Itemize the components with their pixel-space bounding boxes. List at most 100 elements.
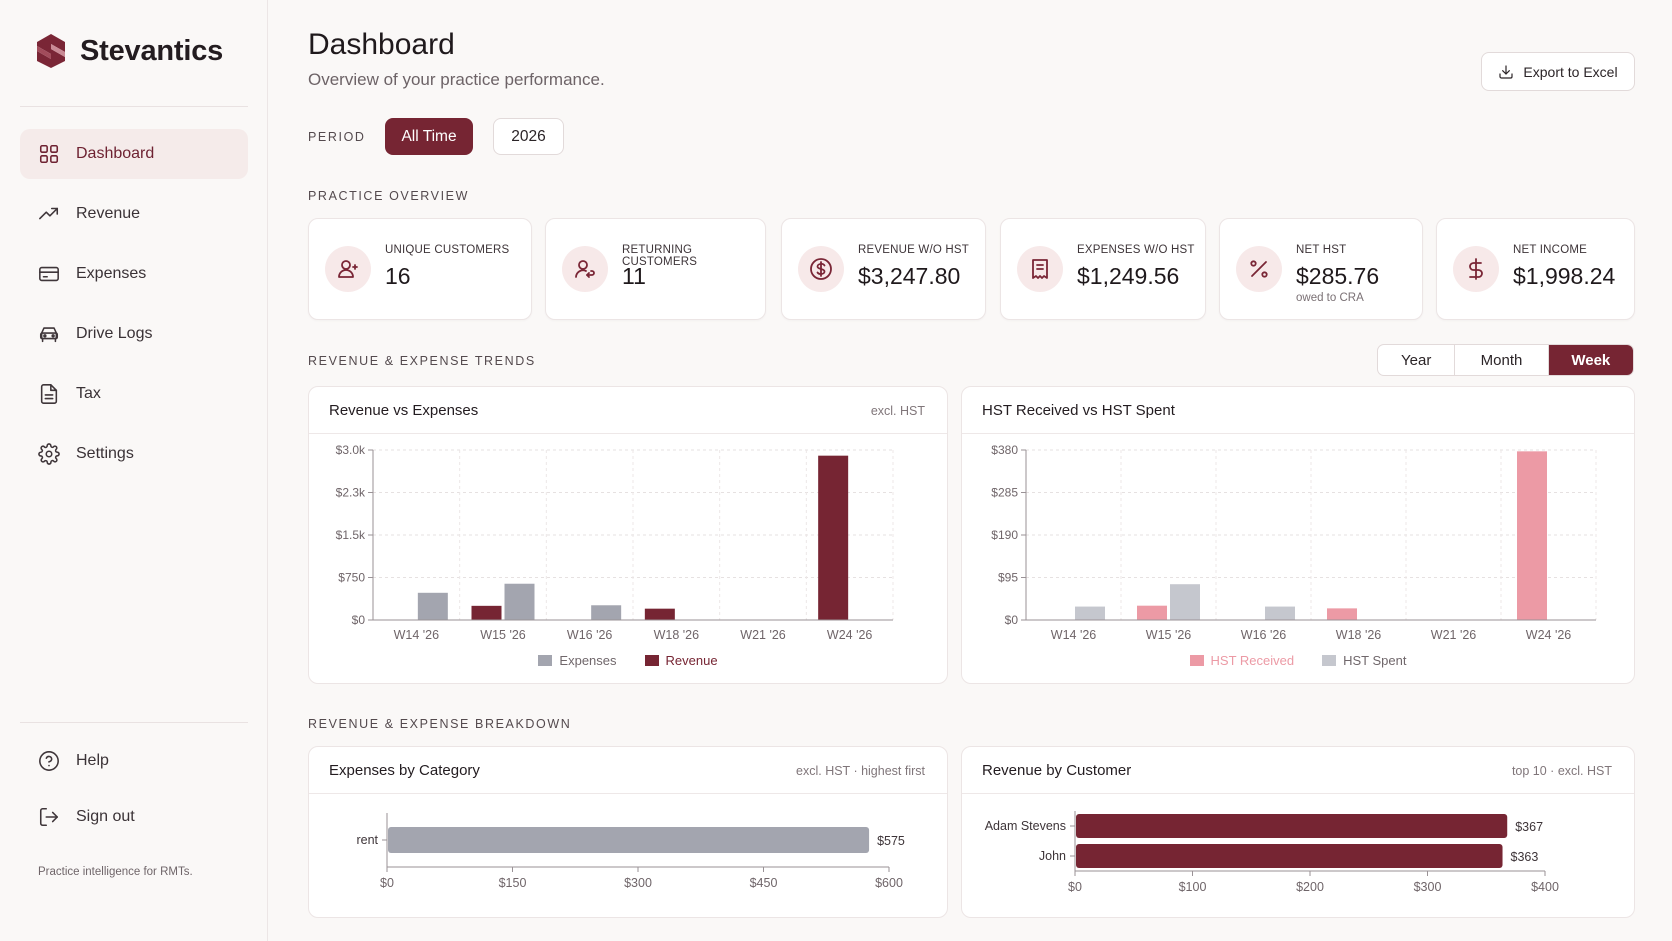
brand-name: Stevantics [80,34,224,67]
section-title-overview: PRACTICE OVERVIEW [308,189,470,203]
bar-expenses [417,592,448,620]
sidebar-item-tax[interactable]: Tax [20,369,248,419]
x-tick-label: $150 [499,876,527,890]
kpi-label: EXPENSES W/O HST [1077,244,1195,256]
revenue-by-customer-chart: $0 $100 $200 $300 $400 Adam Stevens $367 John $3… [985,811,1559,894]
x-tick-label: W18 '26 [654,628,700,642]
bar-revenue [644,608,675,620]
legend-hst-received[interactable]: HST Received [1189,653,1294,668]
x-tick-label: W21 '26 [1431,628,1477,642]
toggle-month[interactable]: Month [1455,345,1549,375]
kpi-note: owed to CRA [1296,292,1364,304]
sidebar-item-drive-logs[interactable]: Drive Logs [20,309,248,359]
x-tick-label: $200 [1296,880,1324,894]
bar-hst-spent [1170,584,1200,620]
chart-title: HST Received vs HST Spent [982,402,1175,419]
y-tick-label: $1.5k [336,528,366,542]
bar-value-label: $367 [1515,820,1543,834]
y-tick-label: $95 [998,571,1018,585]
card-hst-received-vs-spent: HST Received vs HST Spent $0 $95 $190 $285 $… [961,386,1635,684]
bar-revenue [471,605,502,620]
sidebar-divider [20,722,248,723]
x-tick-label: W15 '26 [480,628,526,642]
card-divider [962,433,1634,434]
kpi-card-returning-customers: RETURNING CUSTOMERS 11 [545,218,766,320]
x-tick-label: $450 [750,876,778,890]
period-2026-button[interactable]: 2026 [493,118,564,155]
period-all-time-button[interactable]: All Time [385,118,473,155]
bar-value-label: $575 [877,834,905,848]
x-tick-label: $300 [624,876,652,890]
sidebar-item-sign-out[interactable]: Sign out [20,794,248,840]
x-tick-label: W24 '26 [827,628,873,642]
sidebar-item-label: Help [76,752,109,769]
y-tick-label: rent [356,833,378,847]
kpi-card-revenue: REVENUE W/O HST $3,247.80 [781,218,986,320]
toggle-year[interactable]: Year [1378,345,1456,375]
x-tick-label: $0 [1068,880,1082,894]
bar-hst-received [1137,605,1167,620]
hst-chart: $0 $95 $190 $285 $380 W14 '26 W15 '26 W16 '26 W1… [991,443,1597,642]
card-revenue-by-customer: Revenue by Customer top 10 · excl. HST $… [961,746,1635,918]
bar-revenue [818,455,849,620]
kpi-label: REVENUE W/O HST [858,244,969,256]
credit-card-icon [39,266,59,282]
sidebar-item-dashboard[interactable]: Dashboard [20,129,248,179]
sidebar-item-label: Drive Logs [76,325,153,342]
kpi-value: 16 [385,263,411,289]
card-divider [309,793,947,794]
export-to-excel-button[interactable]: Export to Excel [1481,52,1635,91]
car-icon [39,327,59,343]
kpi-value: $1,998.24 [1513,263,1616,289]
main-content: Dashboard Overview of your practice perf… [268,0,1672,941]
receipt-icon [1017,246,1063,292]
x-tick-label: $300 [1414,880,1442,894]
kpi-card-net-income: NET INCOME $1,998.24 [1436,218,1635,320]
legend-label: Expenses [559,653,617,668]
x-tick-label: $400 [1531,880,1559,894]
chart-note: excl. HST [870,404,925,418]
sidebar-item-help[interactable]: Help [20,738,248,784]
bar-hst-spent [1265,606,1295,620]
y-tick-label: $190 [991,528,1018,542]
bar-hst-received [1327,608,1357,620]
sidebar-item-settings[interactable]: Settings [20,429,248,479]
gear-icon [38,443,60,465]
bar-value-label: $363 [1511,850,1539,864]
chart-title: Revenue vs Expenses [329,402,479,419]
chart-legend: HST Received HST Spent [962,653,1634,668]
legend-swatch [1189,655,1204,666]
toggle-week[interactable]: Week [1548,345,1633,375]
x-tick-label: $100 [1179,880,1207,894]
percent-icon [1236,246,1282,292]
sidebar: Stevantics Dashboard Revenue Expenses Dr… [0,0,268,941]
bar-hst-received [1517,451,1547,620]
y-tick-label: John [1039,849,1066,863]
section-title-trends: REVENUE & EXPENSE TRENDS [308,354,536,368]
kpi-card-net-hst: NET HST $285.76 owed to CRA [1219,218,1423,320]
x-tick-label: W16 '26 [567,628,613,642]
bar [1076,814,1508,838]
sidebar-item-expenses[interactable]: Expenses [20,249,248,299]
legend-swatch [1322,655,1337,666]
x-tick-label: W15 '26 [1146,628,1192,642]
y-tick-label: $0 [352,613,366,627]
sidebar-item-label: Tax [76,385,101,402]
brand[interactable]: Stevantics [34,32,223,70]
sidebar-item-revenue[interactable]: Revenue [20,189,248,239]
legend-swatch [538,655,553,666]
bar-hst-spent [1075,606,1105,620]
x-tick-label: $0 [380,876,394,890]
trend-range-toggle: Year Month Week [1377,344,1634,376]
legend-revenue[interactable]: Revenue [644,653,718,668]
chart-note: excl. HST · highest first [796,764,925,778]
sidebar-bottom-nav: Help Sign out [20,738,248,850]
legend-hst-spent[interactable]: HST Spent [1322,653,1406,668]
kpi-label: NET HST [1296,244,1347,256]
sidebar-item-label: Sign out [76,808,135,825]
chart-legend: Expenses Revenue [309,653,947,668]
bar [1076,844,1503,868]
x-tick-label: W16 '26 [1241,628,1287,642]
legend-expenses[interactable]: Expenses [538,653,617,668]
help-circle-icon [39,751,59,771]
